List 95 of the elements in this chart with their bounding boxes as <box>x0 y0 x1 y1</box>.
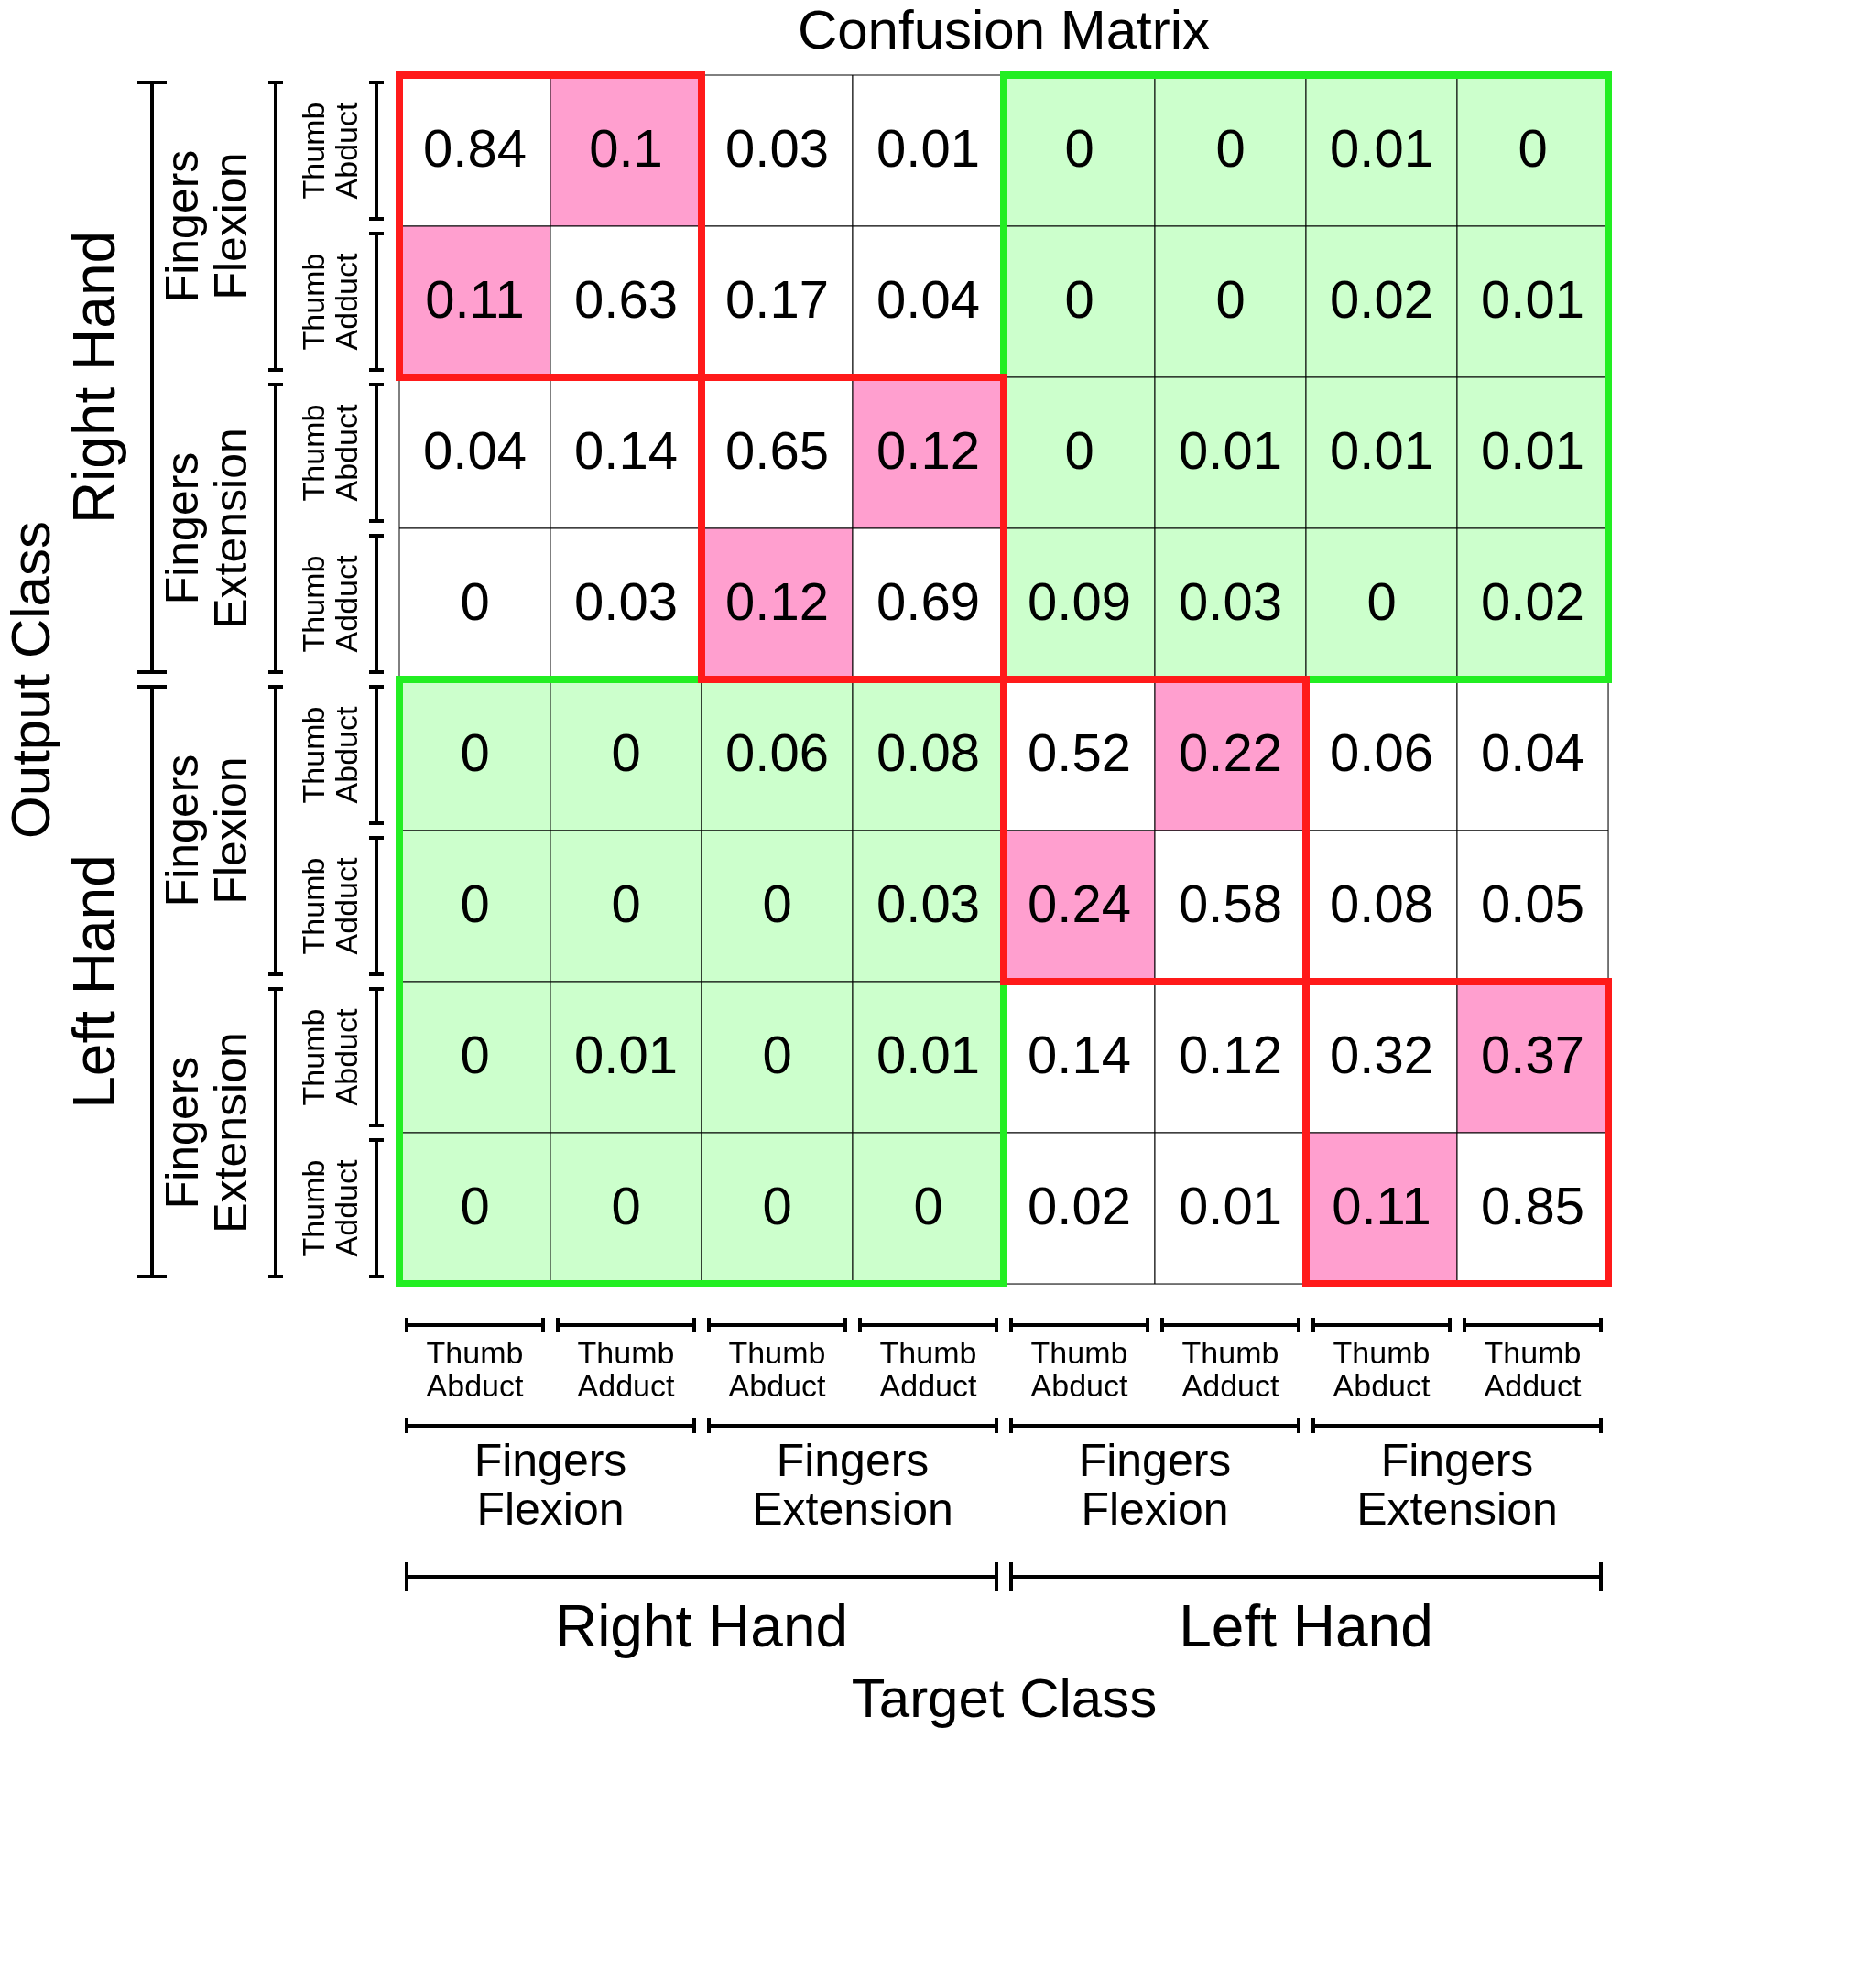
data-label: 0.03 <box>876 873 980 933</box>
data-label: 0.24 <box>1028 873 1131 933</box>
data-label: 0.04 <box>423 419 527 480</box>
data-label: 0.65 <box>725 419 829 480</box>
x-axis-title: Target Class <box>851 1667 1158 1729</box>
text: Left Hand <box>61 854 127 1109</box>
data-label: 0.1 <box>589 117 663 178</box>
data-label: 0 <box>611 873 641 933</box>
chart-title: Confusion Matrix <box>797 0 1211 60</box>
text: Fingers Extension <box>1356 1435 1558 1535</box>
x-tick-label: Thumb Adduct <box>879 1335 977 1403</box>
data-label: 0.52 <box>1028 722 1131 782</box>
data-label: 0.01 <box>1330 117 1433 178</box>
data-label: 0.01 <box>1481 419 1584 480</box>
data-label: 0 <box>913 1175 943 1235</box>
data-label: 0.01 <box>1179 419 1282 480</box>
data-label: 0.01 <box>1179 1175 1282 1235</box>
y-tick-label: Thumb Abduct <box>296 102 364 200</box>
data-label: 0 <box>611 722 641 782</box>
text: Fingers Flexion <box>473 1435 627 1535</box>
x-tick-label: Thumb Adduct <box>577 1335 675 1403</box>
y-tick-label: Thumb Abduct <box>296 1008 364 1106</box>
data-label: 0 <box>1518 117 1548 178</box>
data-label: 0.12 <box>1179 1024 1282 1084</box>
data-label: 0.06 <box>725 722 829 782</box>
data-label: 0.02 <box>1330 268 1433 329</box>
data-label: 0 <box>460 722 490 782</box>
data-label: 0 <box>1215 117 1246 178</box>
data-label: 0 <box>460 570 490 631</box>
data-label: 0.69 <box>876 570 980 631</box>
data-label: 0.09 <box>1028 570 1131 631</box>
y-axis-title: Output Class <box>0 521 61 839</box>
data-label: 0.03 <box>1179 570 1282 631</box>
text: Fingers Flexion <box>157 754 256 907</box>
data-label: 0.05 <box>1481 873 1584 933</box>
text: Fingers Extension <box>157 1032 256 1233</box>
data-label: 0.12 <box>725 570 829 631</box>
data-label: 0.85 <box>1481 1175 1584 1235</box>
data-label: 0 <box>762 873 792 933</box>
data-label: 0 <box>611 1175 641 1235</box>
data-label: 0.06 <box>1330 722 1433 782</box>
data-label: 0.04 <box>1481 722 1584 782</box>
data-label: 0.12 <box>876 419 980 480</box>
text: Right Hand <box>554 1593 849 1659</box>
data-label: 0.63 <box>574 268 678 329</box>
data-label: 0.58 <box>1179 873 1282 933</box>
x-tick-label: Thumb Abduct <box>728 1335 826 1403</box>
data-label: 0 <box>762 1175 792 1235</box>
data-label: 0.03 <box>725 117 829 178</box>
data-label: 0.04 <box>876 268 980 329</box>
data-label: 0.01 <box>574 1024 678 1084</box>
data-label: 0.01 <box>876 1024 980 1084</box>
data-label: 0.14 <box>1028 1024 1131 1084</box>
data-label: 0.84 <box>423 117 527 178</box>
data-label: 0.01 <box>1330 419 1433 480</box>
data-label: 0.32 <box>1330 1024 1433 1084</box>
x-tick-label: Thumb Adduct <box>1484 1335 1582 1403</box>
y-tick-label: Thumb Adduct <box>296 1159 364 1257</box>
data-label: 0 <box>1366 570 1397 631</box>
data-label: 0.37 <box>1481 1024 1584 1084</box>
text: Left Hand <box>1179 1593 1433 1659</box>
data-label: 0 <box>1215 268 1246 329</box>
y-tick-label: Thumb Adduct <box>296 253 364 351</box>
x-tick-label: Thumb Abduct <box>426 1335 524 1403</box>
data-label: 0.14 <box>574 419 678 480</box>
data-label: 0 <box>460 1024 490 1084</box>
data-label: 0.08 <box>1330 873 1433 933</box>
data-label: 0 <box>1064 117 1094 178</box>
data-label: 0.01 <box>1481 268 1584 329</box>
data-label: 0 <box>1064 419 1094 480</box>
text: Fingers Flexion <box>1078 1435 1232 1535</box>
data-label: 0.03 <box>574 570 678 631</box>
data-label: 0.17 <box>725 268 829 329</box>
y-tick-label: Thumb Abduct <box>296 706 364 804</box>
data-label: 0 <box>762 1024 792 1084</box>
x-tick-label: Thumb Adduct <box>1181 1335 1279 1403</box>
data-label: 0.11 <box>1332 1175 1431 1235</box>
x-tick-label: Thumb Abduct <box>1333 1335 1431 1403</box>
data-label: 0 <box>460 873 490 933</box>
data-label: 0 <box>1064 268 1094 329</box>
x-tick-label: Thumb Abduct <box>1030 1335 1128 1403</box>
data-label: 0.22 <box>1179 722 1282 782</box>
data-label: 0 <box>460 1175 490 1235</box>
y-tick-label: Thumb Adduct <box>296 857 364 955</box>
text: Fingers Extension <box>157 428 256 629</box>
text: Fingers Extension <box>752 1435 953 1535</box>
text: Right Hand <box>61 230 127 525</box>
data-label: 0.01 <box>876 117 980 178</box>
data-label: 0.11 <box>425 268 525 329</box>
data-label: 0.08 <box>876 722 980 782</box>
y-tick-label: Thumb Adduct <box>296 555 364 653</box>
data-label: 0.02 <box>1481 570 1584 631</box>
text: Fingers Flexion <box>157 149 256 303</box>
y-tick-label: Thumb Abduct <box>296 404 364 502</box>
data-label: 0.02 <box>1028 1175 1131 1235</box>
